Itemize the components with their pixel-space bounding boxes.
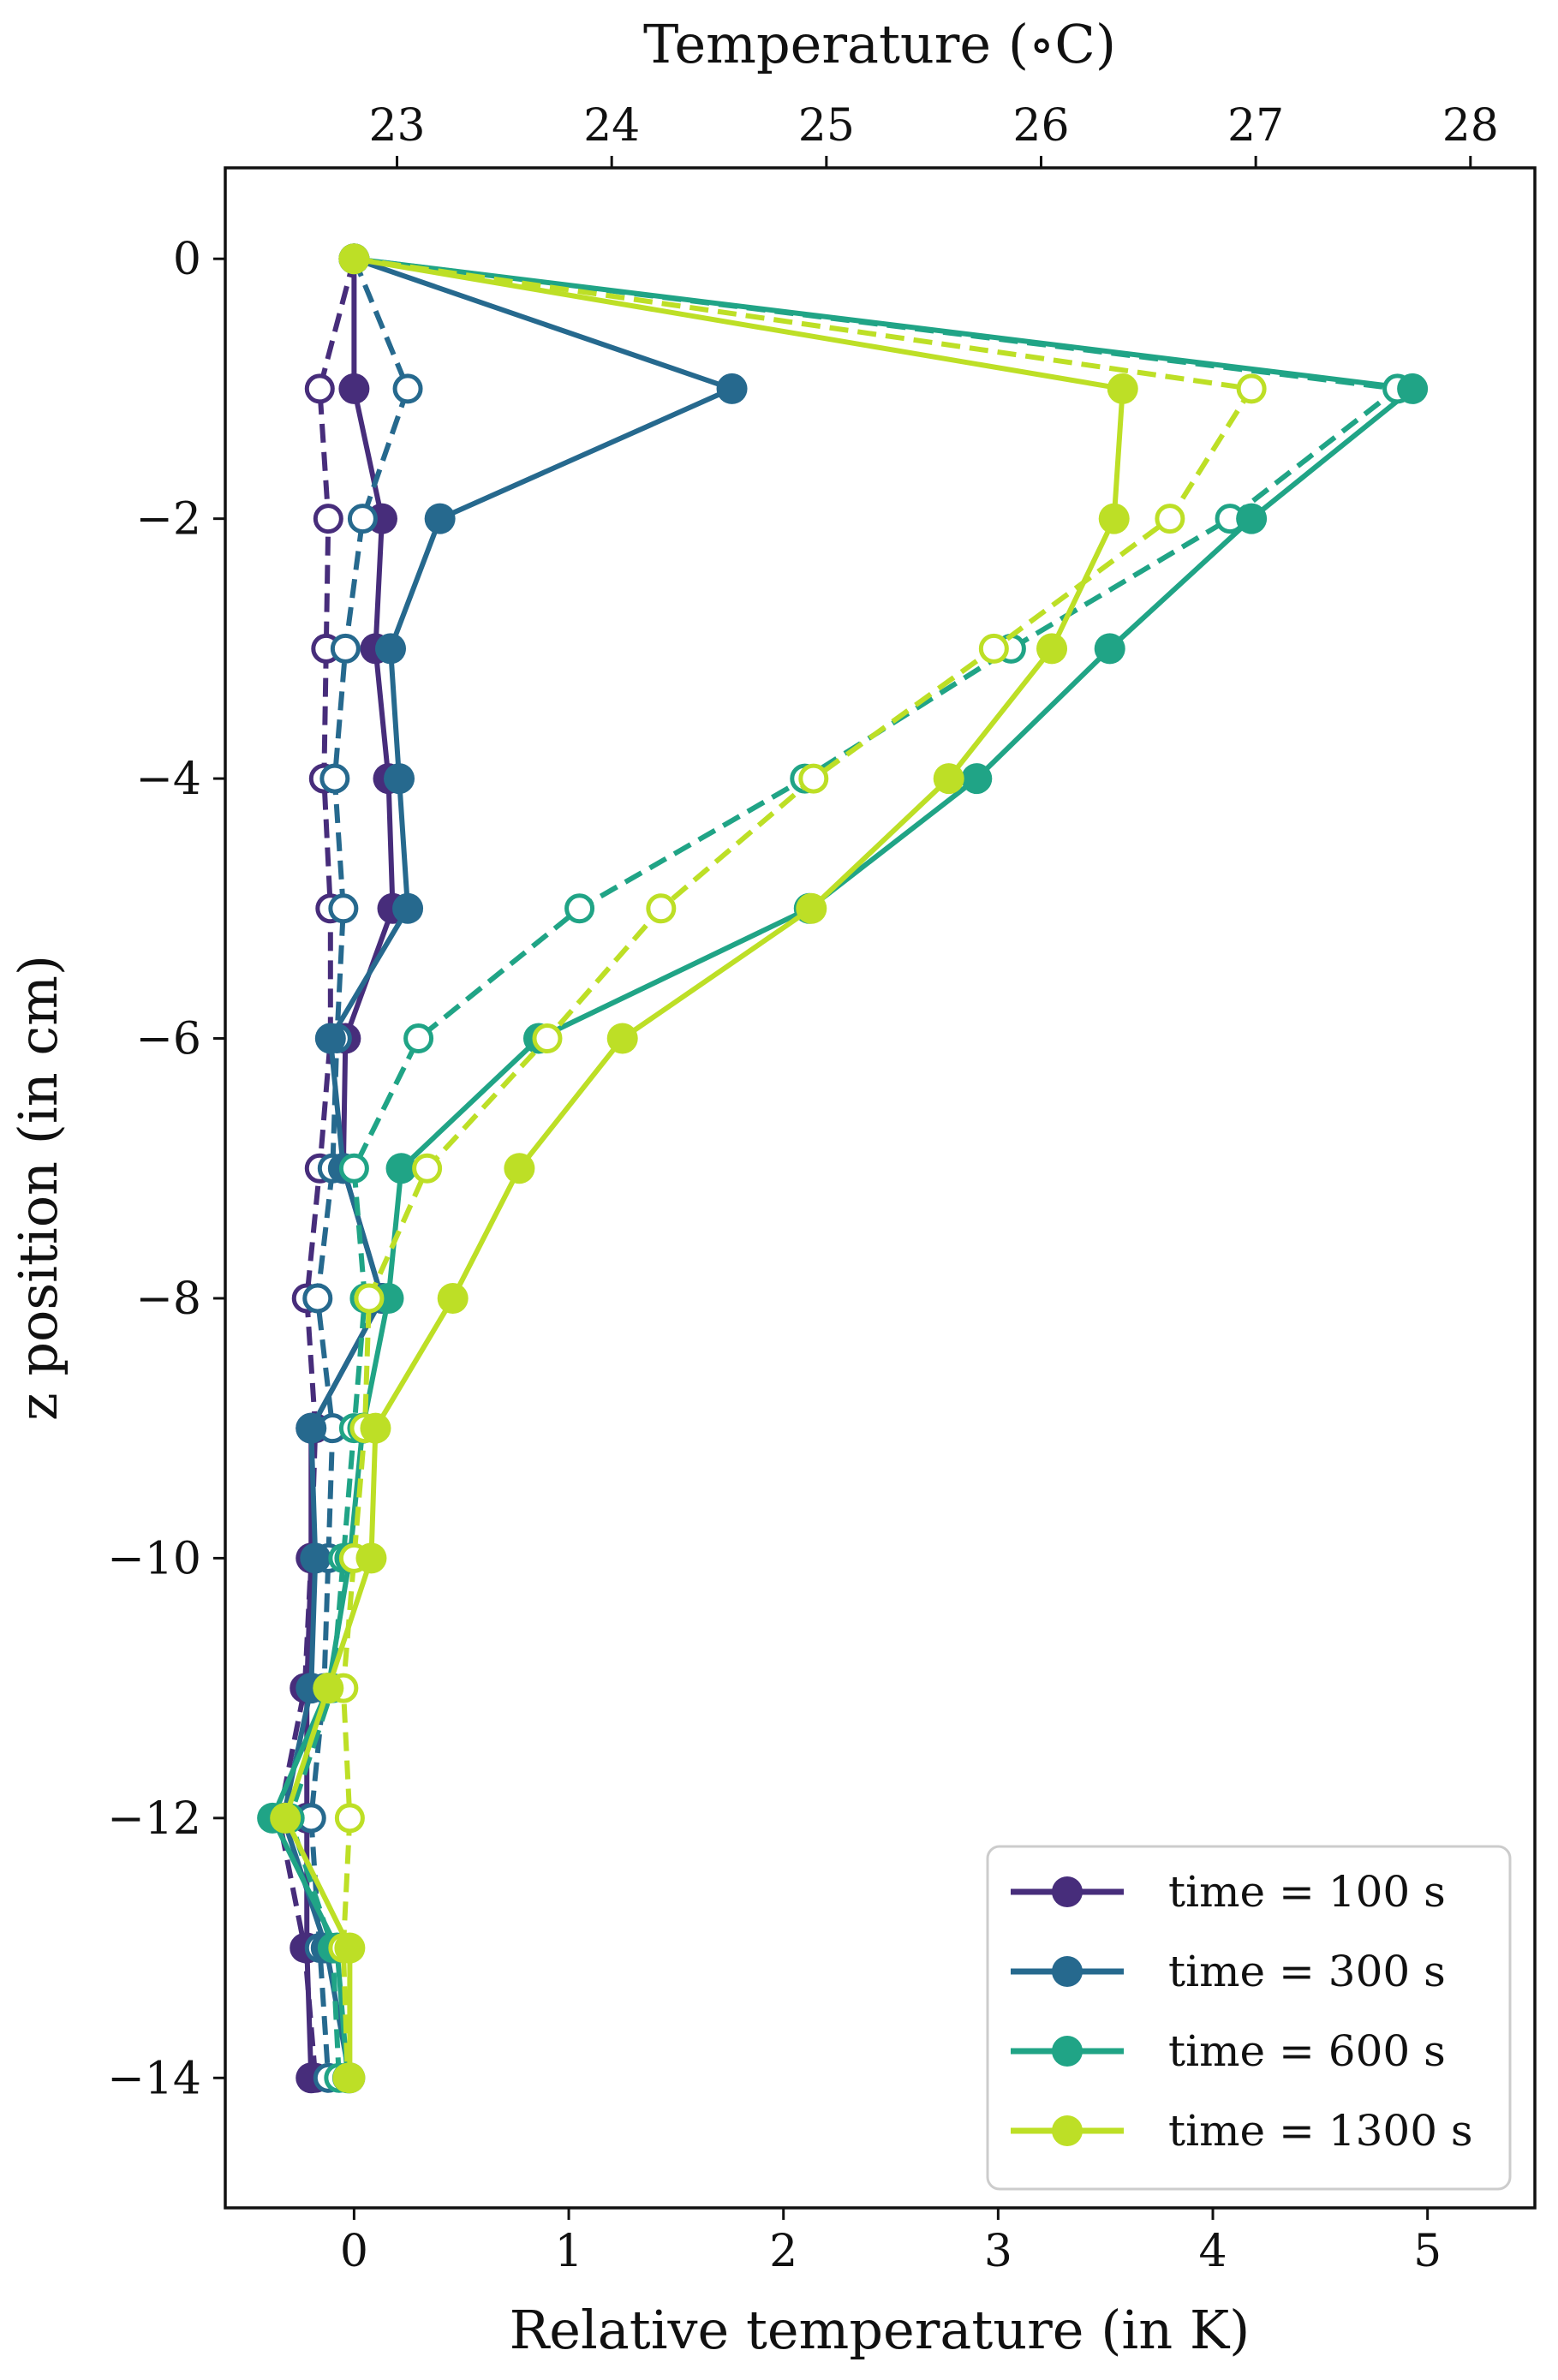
- data-point-filled: [1236, 503, 1268, 534]
- data-point-filled: [1107, 373, 1138, 404]
- x-axis-title: Relative temperature (in K): [510, 2299, 1251, 2361]
- data-point-open: [564, 893, 595, 924]
- data-point-filled: [338, 373, 370, 404]
- data-point-open: [1236, 373, 1267, 404]
- legend-entry: time = 100 s: [1011, 1867, 1446, 1917]
- data-point-open: [532, 1023, 563, 1054]
- data-point-filled: [295, 1412, 327, 1444]
- x-tick-label: 3: [984, 2226, 1012, 2277]
- data-point-filled: [1397, 373, 1429, 404]
- legend-marker: [1052, 1876, 1083, 1907]
- data-point-filled: [334, 1932, 366, 1964]
- data-point-open: [338, 1153, 369, 1184]
- data-point-filled: [300, 1542, 331, 1574]
- data-point-open: [313, 504, 343, 534]
- data-point-filled: [1094, 633, 1125, 665]
- data-point-filled: [437, 1282, 469, 1314]
- data-point-filled: [716, 373, 748, 404]
- data-point-filled: [355, 1542, 387, 1574]
- data-point-filled: [1098, 503, 1130, 534]
- x2-axis-title: Temperature (∘C): [643, 13, 1116, 75]
- data-point-filled: [796, 892, 827, 924]
- legend: time = 100 s time = 300 s time = 600 s t…: [986, 1845, 1512, 2191]
- x-tick-label: 4: [1198, 2226, 1227, 2277]
- y-tick-label: −6: [135, 1014, 201, 1065]
- data-point-filled: [360, 1412, 391, 1444]
- data-point-open: [330, 633, 361, 664]
- series-line-dashed: [308, 258, 411, 2079]
- data-point-filled: [392, 892, 424, 924]
- data-point-filled: [270, 1802, 301, 1834]
- x2-tick-label: 28: [1442, 100, 1499, 152]
- legend-marker: [1052, 2036, 1083, 2067]
- y-axis-title: z position (in cm): [7, 955, 69, 1421]
- data-point-filled: [933, 763, 964, 795]
- legend-marker: [1052, 2115, 1083, 2146]
- x-tick-label: 1: [555, 2226, 583, 2277]
- data-point-filled: [504, 1153, 535, 1184]
- y-tick-label: −12: [107, 1793, 201, 1845]
- x2-tick-label: 25: [798, 100, 855, 152]
- data-point-open: [347, 504, 378, 534]
- y-tick-label: −14: [107, 2053, 201, 2104]
- x2-tick-label: 24: [583, 100, 640, 152]
- data-point-open: [1155, 504, 1185, 534]
- x2-tick-label: 23: [368, 100, 425, 152]
- data-point-filled: [606, 1023, 638, 1054]
- series-layer: [257, 243, 1429, 2094]
- axes-layer: 0 1 2 3 4 523 24 25 26 27 280−2−4−6−8−10−12−14: [107, 100, 1499, 2277]
- x-tick-label: 5: [1413, 2226, 1442, 2277]
- y-tick-label: −2: [135, 494, 201, 546]
- data-point-open: [403, 1023, 434, 1054]
- legend-label: time = 100 s: [1168, 1867, 1446, 1917]
- plot-frame: [224, 166, 1537, 2210]
- legend-entry: time = 600 s: [1011, 2026, 1446, 2076]
- data-point-open: [302, 1283, 333, 1314]
- data-point-open: [392, 373, 423, 404]
- data-point-filled: [314, 1023, 346, 1054]
- legend-marker: [1052, 1956, 1083, 1987]
- y-tick-label: 0: [173, 234, 201, 285]
- legend-box: [986, 1845, 1512, 2191]
- series: [270, 243, 1267, 2094]
- y-tick-label: −10: [107, 1533, 201, 1584]
- data-point-open: [978, 633, 1009, 664]
- data-point-filled: [338, 243, 370, 275]
- x-tick-label: 2: [769, 2226, 797, 2277]
- data-point-filled: [334, 2062, 366, 2094]
- legend-entry: time = 300 s: [1011, 1947, 1446, 1996]
- x2-tick-label: 27: [1227, 100, 1284, 152]
- y-tick-label: −8: [135, 1274, 201, 1325]
- data-point-open: [304, 373, 335, 404]
- data-point-filled: [385, 1153, 417, 1184]
- data-point-open: [646, 893, 677, 924]
- legend-entry: time = 1300 s: [1011, 2106, 1473, 2156]
- data-point-filled: [313, 1673, 344, 1704]
- data-point-filled: [1036, 633, 1068, 665]
- data-point-open: [354, 1283, 385, 1314]
- data-point-open: [334, 1803, 365, 1834]
- data-point-filled: [384, 763, 415, 795]
- data-point-filled: [375, 633, 407, 665]
- data-point-open: [412, 1153, 443, 1184]
- y-tick-label: −4: [135, 754, 201, 805]
- legend-label: time = 1300 s: [1168, 2106, 1473, 2156]
- data-point-open: [319, 763, 350, 794]
- x2-tick-label: 26: [1012, 100, 1069, 152]
- data-point-open: [328, 893, 359, 924]
- data-point-filled: [961, 763, 993, 795]
- x-tick-label: 0: [340, 2226, 368, 2277]
- data-point-filled: [424, 503, 456, 534]
- legend-label: time = 600 s: [1168, 2026, 1446, 2076]
- legend-label: time = 300 s: [1168, 1947, 1446, 1996]
- data-point-open: [798, 763, 829, 794]
